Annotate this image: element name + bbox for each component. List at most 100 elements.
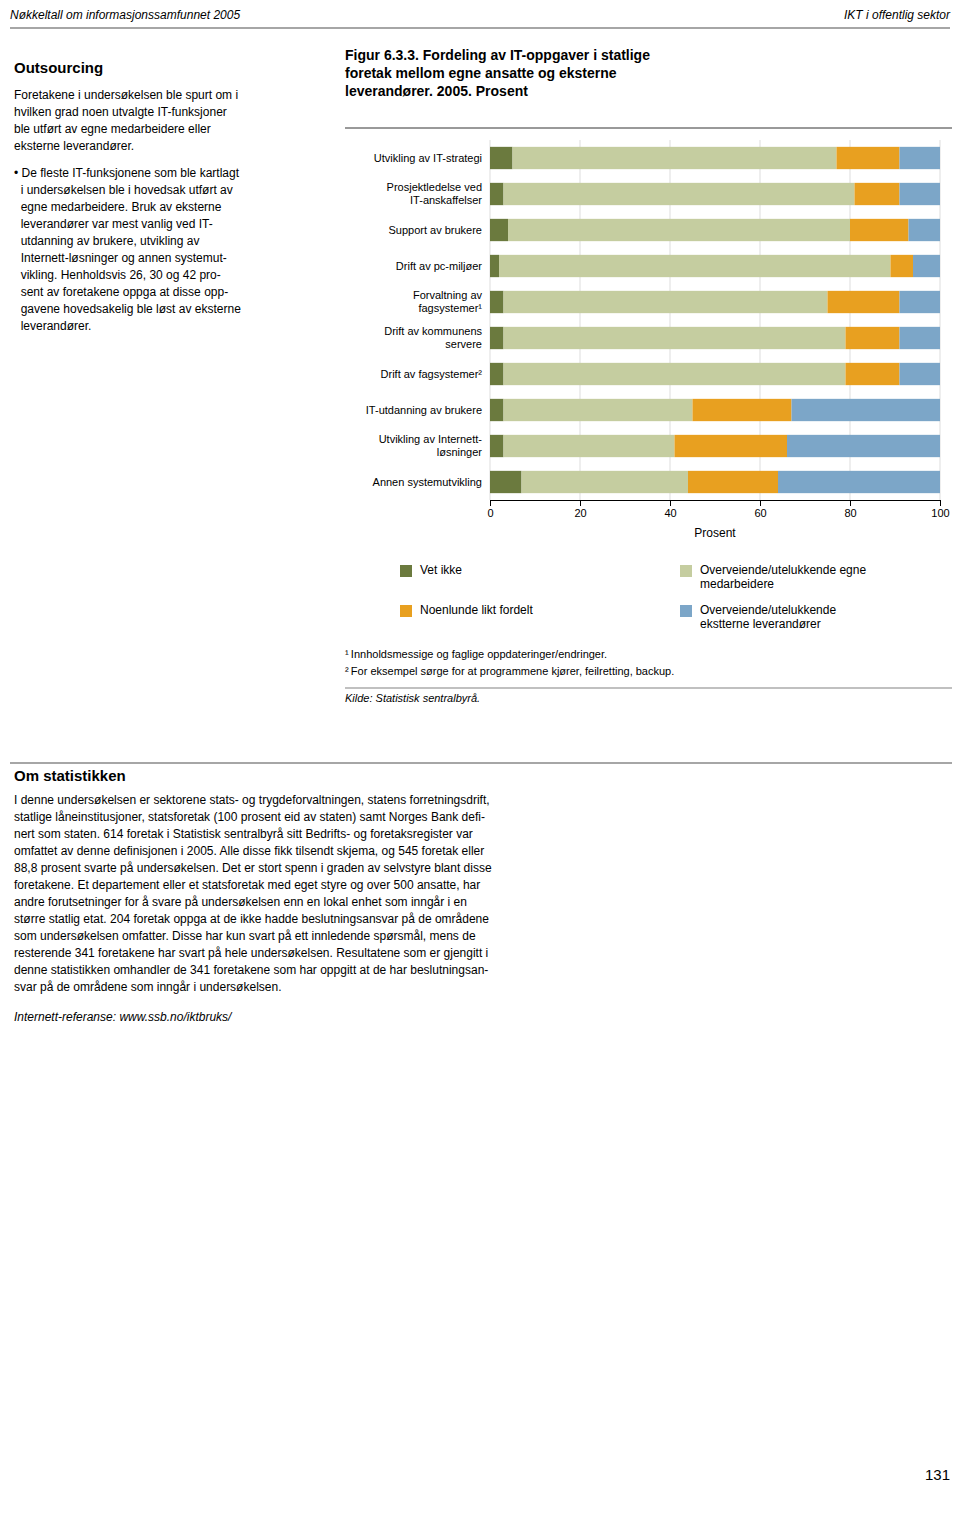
- bar: [693, 399, 792, 421]
- tick-label: Drift av pc-miljøer: [396, 260, 483, 272]
- legend-swatch: [400, 605, 412, 617]
- tick-mark: [670, 500, 671, 506]
- bar: [490, 219, 508, 241]
- bar: [837, 147, 900, 169]
- legend-label: Vet ikke: [420, 563, 462, 577]
- bar: [513, 147, 837, 169]
- tick: 100: [931, 500, 949, 519]
- legend-item: Vet ikke: [400, 563, 462, 577]
- y-axis: Utvikling av IT-strategi Prosjektledelse …: [366, 152, 483, 488]
- grid: [490, 140, 940, 500]
- page-number: 131: [925, 1466, 950, 1483]
- tick-mark: [940, 500, 941, 506]
- tick: Utvikling av IT-strategi: [374, 152, 482, 164]
- tick-mark: [490, 500, 491, 506]
- rule: [345, 128, 952, 129]
- bar: [900, 363, 941, 385]
- legend-label: Noenlunde likt fordelt: [420, 603, 533, 617]
- bar: [787, 435, 940, 457]
- bar: [504, 327, 846, 349]
- bar: [900, 327, 941, 349]
- tick-label: Forvaltning avfagsystemer¹: [413, 289, 483, 313]
- body-text: I denne undersøkelsen er sektorene stats…: [14, 793, 492, 994]
- bar: [846, 363, 900, 385]
- legend: Vet ikke Overveiende/utelukkende egnemeda…: [400, 563, 866, 631]
- rule: [345, 688, 952, 689]
- tick-mark: [850, 500, 851, 506]
- bar: [504, 399, 693, 421]
- bar: [490, 435, 504, 457]
- tick: 60: [754, 500, 766, 519]
- tick: Drift av pc-miljøer: [396, 260, 483, 272]
- bar: [828, 291, 900, 313]
- tick-label: 0: [487, 507, 493, 519]
- tick: 80: [844, 500, 856, 519]
- legend-item: Overveiende/utelukkende egnemedarbeidere: [680, 563, 866, 591]
- bar: [855, 183, 900, 205]
- legend-swatch: [680, 565, 692, 577]
- bar: [522, 471, 689, 493]
- legend-swatch: [680, 605, 692, 617]
- tick: Forvaltning avfagsystemer¹: [413, 289, 483, 313]
- tick-mark: [760, 500, 761, 506]
- page: Nøkkeltall om informasjonssamfunnet 2005…: [0, 0, 960, 1517]
- tick-label: 40: [664, 507, 676, 519]
- rule: [10, 763, 952, 764]
- tick: Prosjektledelse vedIT-anskaffelser: [387, 181, 483, 205]
- bar: [490, 399, 504, 421]
- bar: [900, 291, 941, 313]
- chart: 0 20 40 60 80 100 Prosent Utvikling av IT-strat…: [366, 140, 950, 540]
- tick-label: 80: [844, 507, 856, 519]
- bar: [913, 255, 940, 277]
- bar: [504, 435, 675, 457]
- tick-label: 20: [574, 507, 586, 519]
- tick: 40: [664, 500, 676, 519]
- tick-label: Drift av fagsystemer²: [381, 368, 483, 380]
- series: [778, 147, 940, 493]
- bar: [508, 219, 850, 241]
- reference: Internett-referanse: www.ssb.no/iktbruks…: [14, 1010, 233, 1024]
- tick: Support av brukere: [388, 224, 482, 236]
- legend-label: Overveiende/utelukkende egnemedarbeidere: [700, 563, 866, 591]
- tick: Utvikling av Internett-løsninger: [379, 433, 483, 457]
- header-right: IKT i offentlig sektor: [844, 8, 951, 22]
- bar: [499, 255, 891, 277]
- tick-label: 60: [754, 507, 766, 519]
- x-axis: 0 20 40 60 80 100: [487, 500, 949, 519]
- legend-label: Overveiende/utelukkendeekstterne leveran…: [700, 603, 836, 631]
- tick: Drift av kommunensservere: [384, 325, 482, 349]
- bars: [490, 147, 940, 493]
- section-title: Outsourcing: [14, 59, 103, 76]
- tick-label: Prosjektledelse vedIT-anskaffelser: [387, 181, 483, 205]
- tick: Drift av fagsystemer²: [381, 368, 483, 380]
- legend-item: Overveiende/utelukkendeekstterne leveran…: [680, 603, 836, 631]
- bar: [490, 255, 499, 277]
- bullet-text: • De fleste IT-funksjonene som ble kartl…: [14, 166, 241, 333]
- bar: [909, 219, 941, 241]
- rule: [10, 28, 950, 29]
- tick-label: Support av brukere: [388, 224, 482, 236]
- axis-title: Prosent: [694, 526, 736, 540]
- bar: [792, 399, 941, 421]
- tick: 0: [487, 500, 493, 519]
- bar: [490, 147, 513, 169]
- header-left: Nøkkeltall om informasjonssamfunnet 2005: [10, 8, 240, 22]
- tick-label: Utvikling av Internett-løsninger: [379, 433, 483, 457]
- tick-label: IT-utdanning av brukere: [366, 404, 482, 416]
- tick-label: Annen systemutvikling: [373, 476, 482, 488]
- tick: Annen systemutvikling: [373, 476, 482, 488]
- footnote: ¹ Innholdsmessige og faglige oppdatering…: [345, 648, 607, 660]
- bar: [504, 363, 846, 385]
- tick-label: 100: [931, 507, 949, 519]
- source: Kilde: Statistisk sentralbyrå.: [345, 692, 480, 704]
- bar: [846, 327, 900, 349]
- bar: [688, 471, 778, 493]
- body-text: Foretakene i undersøkelsen ble spurt om …: [14, 88, 238, 153]
- bar: [675, 435, 788, 457]
- axis-line: [491, 501, 941, 507]
- footnote: ² For eksempel sørge for at programmene …: [345, 665, 674, 677]
- tick-mark: [580, 500, 581, 506]
- bar: [490, 327, 504, 349]
- tick-label: Utvikling av IT-strategi: [374, 152, 482, 164]
- bar: [900, 183, 941, 205]
